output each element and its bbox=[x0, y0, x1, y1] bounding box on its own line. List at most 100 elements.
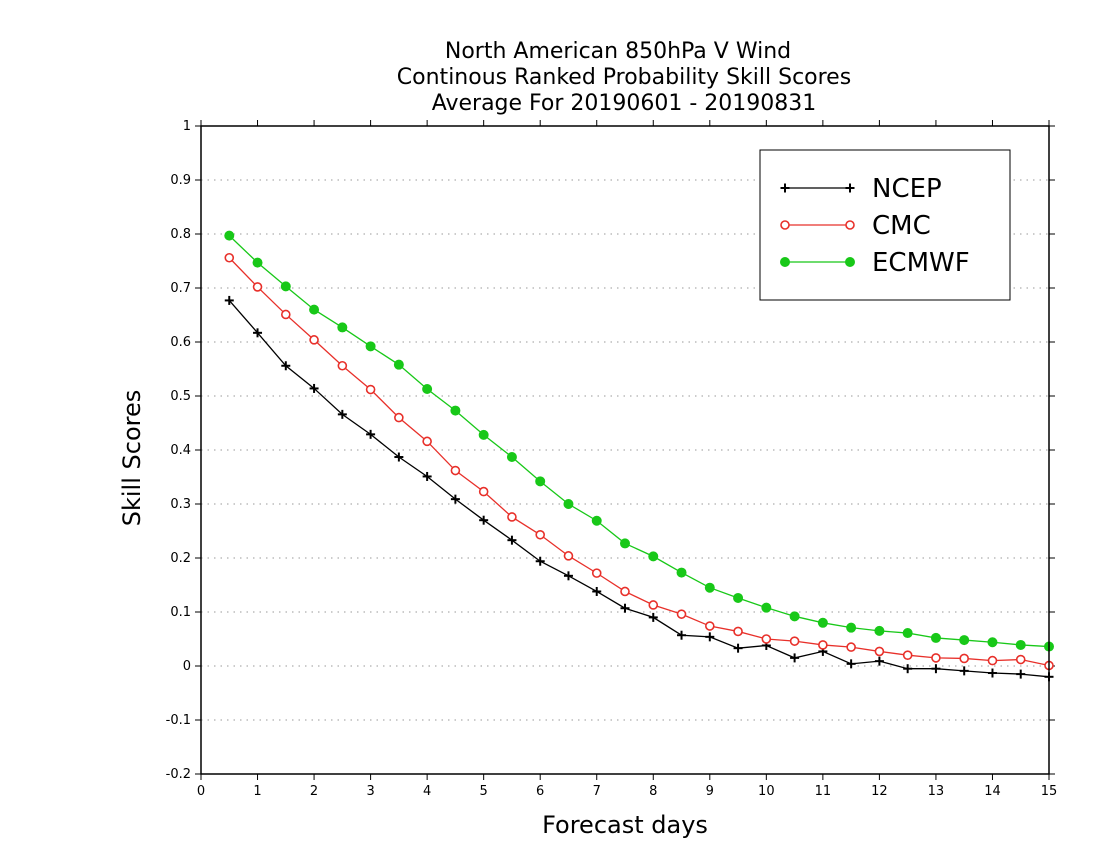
ecmwf-point bbox=[959, 635, 970, 646]
ncep-point bbox=[705, 632, 715, 642]
cmc-point bbox=[365, 384, 376, 395]
x-tick-label: 10 bbox=[758, 784, 775, 799]
cmc-point bbox=[252, 282, 263, 292]
ecmwf-point bbox=[846, 622, 857, 633]
ecmwf-point bbox=[365, 341, 376, 352]
x-tick-label: 15 bbox=[1041, 784, 1058, 799]
x-tick-label: 14 bbox=[984, 784, 1001, 799]
legend-item-ecmwf: ECMWF bbox=[780, 248, 970, 278]
ncep-point bbox=[592, 586, 602, 596]
ecmwf-point bbox=[478, 429, 489, 440]
y-tick-label: 0.3 bbox=[170, 497, 191, 512]
x-tick-label: 9 bbox=[706, 784, 714, 799]
legend-ecmwf-point bbox=[780, 257, 790, 267]
chart-title: North American 850hPa V Wind Continous R… bbox=[397, 39, 851, 116]
cmc-point bbox=[394, 412, 404, 423]
legend-ncep-point bbox=[780, 183, 790, 193]
cmc-point bbox=[818, 640, 828, 650]
title-line-3: Average For 20190601 - 20190831 bbox=[432, 91, 817, 116]
ncep-point bbox=[224, 295, 234, 305]
cmc-point bbox=[846, 642, 856, 652]
ncep-point bbox=[648, 612, 658, 622]
ncep-point bbox=[281, 361, 291, 371]
legend-label-ncep: NCEP bbox=[872, 174, 942, 204]
series-line-ncep bbox=[228, 299, 1050, 678]
cmc-point bbox=[676, 609, 687, 619]
ncep-point bbox=[563, 571, 573, 581]
y-tick-label: 0.9 bbox=[170, 173, 191, 188]
legend: NCEP CMC ECMWF bbox=[759, 149, 1011, 301]
ecmwf-point bbox=[620, 538, 630, 549]
legend-ncep-point bbox=[845, 183, 855, 193]
cmc-point bbox=[224, 252, 235, 263]
y-tick-label: 0.8 bbox=[170, 227, 191, 242]
legend-ecmwf-point bbox=[845, 257, 855, 267]
ecmwf-point bbox=[337, 322, 348, 333]
ncep-point bbox=[790, 653, 800, 663]
cmc-point bbox=[874, 646, 885, 657]
cmc-point bbox=[902, 650, 913, 661]
ncep-point bbox=[931, 664, 941, 674]
x-tick-label: 12 bbox=[871, 784, 888, 799]
cmc-point bbox=[535, 529, 546, 540]
ncep-point bbox=[507, 535, 517, 545]
x-tick-label: 3 bbox=[366, 784, 374, 799]
series-cmc bbox=[224, 252, 1054, 671]
y-tick-label: 0.2 bbox=[170, 551, 191, 566]
ecmwf-point bbox=[648, 551, 659, 562]
legend-label-cmc: CMC bbox=[872, 211, 931, 241]
ecmwf-point bbox=[676, 567, 687, 578]
x-tick-label: 8 bbox=[649, 784, 657, 799]
plot-frame bbox=[200, 125, 1050, 775]
y-tick-label: 0.6 bbox=[170, 335, 191, 350]
y-tick-label: -0.1 bbox=[166, 713, 191, 728]
cmc-point bbox=[987, 655, 998, 666]
y-tick-label: 1 bbox=[183, 119, 191, 134]
cmc-point bbox=[280, 309, 291, 320]
x-tick-label: 7 bbox=[593, 784, 601, 799]
ncep-point bbox=[1016, 669, 1026, 679]
ecmwf-point bbox=[704, 582, 715, 593]
cmc-point bbox=[648, 600, 659, 610]
y-tick-label: -0.2 bbox=[166, 767, 191, 782]
ecmwf-point bbox=[506, 452, 517, 463]
cmc-point bbox=[507, 512, 517, 522]
cmc-point bbox=[704, 621, 715, 631]
ncep-point bbox=[874, 656, 884, 666]
cmc-point bbox=[450, 465, 461, 476]
ecmwf-point bbox=[309, 304, 320, 315]
cmc-point bbox=[761, 634, 772, 644]
x-axis-label: Forecast days bbox=[542, 811, 708, 839]
title-line-2: Continous Ranked Probability Skill Score… bbox=[397, 65, 851, 90]
legend-cmc-point bbox=[780, 220, 790, 230]
axes: -0.2-0.100.10.20.30.40.50.60.70.80.910 1 2… bbox=[166, 119, 1058, 799]
x-tick-label: 6 bbox=[536, 784, 544, 799]
ecmwf-point bbox=[393, 359, 404, 370]
ncep-point bbox=[394, 452, 404, 462]
series-ncep bbox=[224, 295, 1054, 682]
ecmwf-point bbox=[280, 281, 291, 292]
cmc-point bbox=[478, 486, 489, 497]
series-line-cmc bbox=[228, 257, 1050, 667]
y-tick-label: 0.4 bbox=[170, 443, 191, 458]
x-tick-label: 4 bbox=[423, 784, 431, 799]
x-tick-label: 1 bbox=[253, 784, 261, 799]
ncep-point bbox=[535, 556, 545, 566]
y-tick-label: 0.7 bbox=[170, 281, 191, 296]
ecmwf-point bbox=[252, 257, 263, 268]
legend-item-ncep: NCEP bbox=[780, 174, 942, 204]
x-tick-label: 11 bbox=[815, 784, 832, 799]
cmc-point bbox=[931, 653, 941, 663]
cmc-point bbox=[337, 360, 348, 371]
ecmwf-point bbox=[733, 592, 744, 603]
ncep-point bbox=[309, 383, 319, 393]
ncep-point bbox=[620, 603, 630, 613]
x-tick-label: 13 bbox=[928, 784, 945, 799]
cmc-point bbox=[789, 636, 800, 646]
y-axis-label: Skill Scores bbox=[118, 390, 146, 527]
series-ecmwf bbox=[224, 230, 1054, 652]
legend-label-ecmwf: ECMWF bbox=[872, 248, 970, 278]
ncep-point bbox=[366, 429, 376, 439]
ecmwf-point bbox=[761, 602, 772, 613]
ncep-point bbox=[422, 471, 432, 481]
